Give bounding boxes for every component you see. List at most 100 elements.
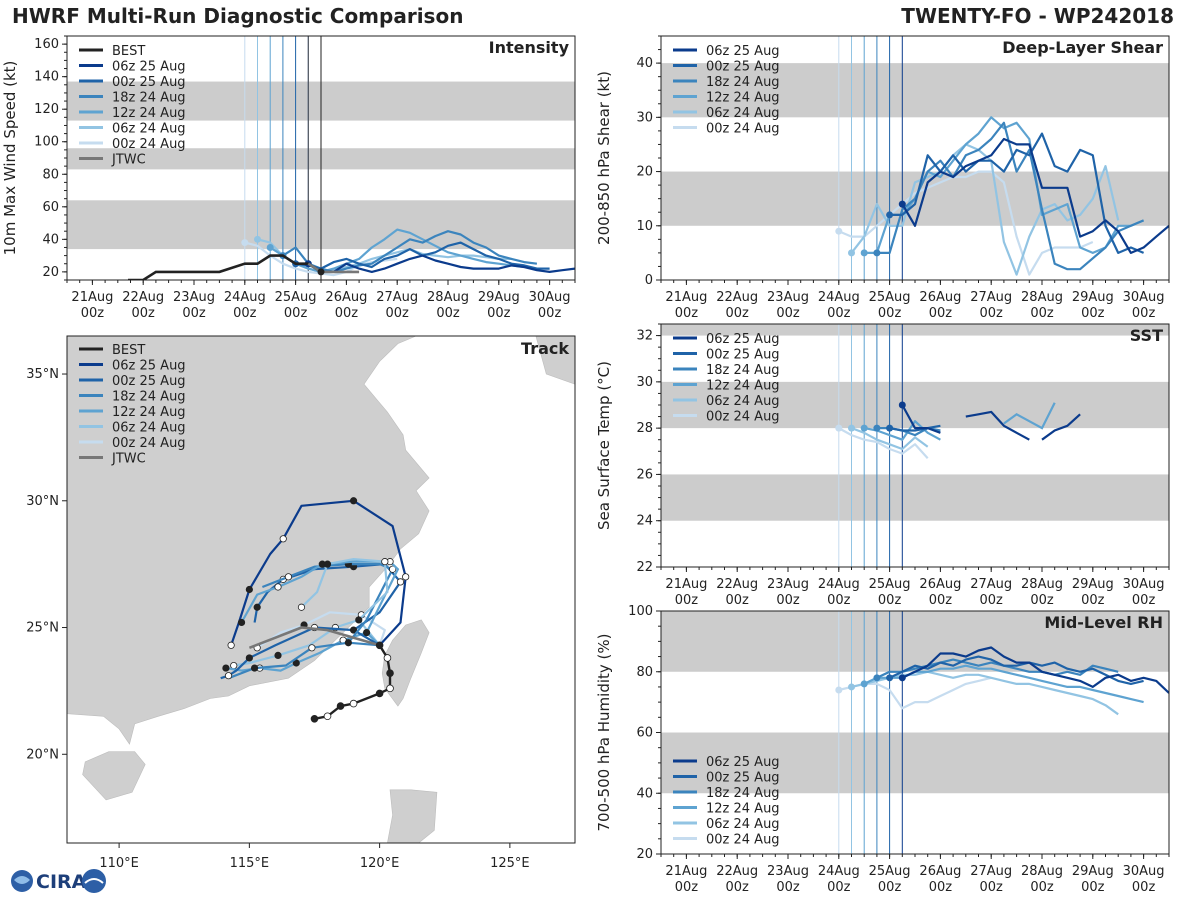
sst-panel: 22242628303221Aug00z22Aug00z23Aug00z24Au…	[595, 323, 1170, 608]
track-point-marker	[237, 618, 246, 627]
x-tick-label-date: 27Aug	[970, 577, 1012, 592]
x-tick-label-hour: 00z	[675, 593, 699, 608]
plot-area	[835, 116, 1169, 276]
shaded-band	[661, 63, 1169, 118]
series-start-marker	[848, 249, 855, 257]
track-point-marker	[349, 626, 358, 634]
lon-tick-label: 110°E	[99, 856, 139, 871]
legend-label: 06z 25 Aug	[112, 60, 186, 75]
series-start-marker	[873, 249, 881, 257]
lat-tick-label: 20°N	[26, 747, 59, 762]
track-point-marker	[396, 578, 405, 586]
x-tick-label-date: 21Aug	[665, 577, 707, 592]
panel-title: Track	[521, 339, 569, 358]
series-line-06z-25-aug	[901, 404, 1030, 441]
series-start-marker	[898, 401, 906, 409]
best-track-marker	[375, 641, 384, 650]
best-track-marker	[336, 702, 345, 710]
x-tick-label-date: 28Aug	[427, 290, 469, 305]
track-point-marker	[250, 664, 259, 672]
lon-tick-label: 115°E	[230, 856, 270, 871]
y-tick-label: 26	[636, 467, 653, 482]
x-tick-label-date: 22Aug	[716, 577, 758, 592]
forecast-track-loop	[261, 563, 395, 644]
y-tick-label: 100	[34, 135, 59, 150]
jtwc-line	[307, 262, 360, 274]
y-tick-label: 22	[636, 560, 653, 575]
best-current-marker	[317, 268, 325, 276]
x-tick-label-date: 25Aug	[869, 577, 911, 592]
panel-title: SST	[1130, 326, 1163, 345]
best-track-marker	[375, 689, 384, 698]
x-tick-label-hour: 00z	[776, 306, 800, 321]
legend-label: 12z 24 Aug	[706, 379, 780, 394]
series-line-segment	[1003, 402, 1056, 430]
series-line-00z-25-aug	[889, 132, 1145, 254]
forecast-track-loop	[253, 562, 402, 632]
plot-area	[128, 228, 575, 280]
y-tick-label: 30	[636, 375, 653, 390]
y-tick-label: 28	[636, 421, 653, 436]
panel-title: Mid-Level RH	[1044, 613, 1163, 632]
y-tick-label: 100	[628, 604, 653, 619]
legend-label: 00z 24 Aug	[706, 833, 780, 848]
series-line-06z-24-aug	[851, 427, 929, 451]
series-start-marker	[254, 235, 261, 243]
map-area	[67, 336, 575, 843]
cira-logo: CIRA	[11, 869, 106, 893]
jtwc-track	[248, 626, 380, 650]
x-tick-label-hour: 00z	[1081, 593, 1105, 608]
x-tick-label-hour: 00z	[929, 593, 953, 608]
series-start-marker	[848, 424, 855, 432]
x-tick-label-hour: 00z	[878, 593, 902, 608]
legend-label: 12z 24 Aug	[112, 405, 186, 420]
legend-label: 00z 25 Aug	[112, 75, 186, 90]
y-tick-label: 20	[42, 265, 59, 280]
y-tick-label: 24	[636, 514, 653, 529]
plot-area	[835, 401, 1081, 459]
track-point-marker	[292, 659, 300, 667]
series-start-marker	[848, 683, 855, 691]
x-tick-label-date: 22Aug	[716, 290, 758, 305]
x-tick-label-hour: 00z	[233, 306, 257, 321]
track-point-marker	[362, 628, 371, 637]
x-tick-label-hour: 00z	[776, 593, 800, 608]
series-start-marker	[898, 200, 906, 208]
best-track-marker	[386, 669, 394, 677]
track-point-marker	[224, 672, 233, 680]
x-tick-label-hour: 00z	[827, 306, 851, 321]
x-tick-label-hour: 00z	[929, 880, 953, 895]
cira-swirl-icon	[14, 876, 30, 884]
y-axis-label: 10m Max Wind Speed (kt)	[1, 61, 19, 256]
legend-label: 06z 25 Aug	[706, 755, 780, 770]
x-tick-label-date: 22Aug	[716, 864, 758, 879]
track-point-marker	[253, 603, 261, 611]
x-tick-label-hour: 00z	[1030, 306, 1054, 321]
x-tick-label-date: 26Aug	[325, 290, 367, 305]
y-tick-label: 32	[636, 329, 653, 344]
x-tick-label-date: 29Aug	[1072, 290, 1114, 305]
best-track-marker	[310, 714, 319, 723]
series-start-marker	[835, 227, 843, 235]
x-tick-label-hour: 00z	[1081, 880, 1105, 895]
legend-label: 00z 25 Aug	[706, 60, 780, 75]
y-tick-label: 60	[42, 200, 59, 215]
legend-label: 12z 24 Aug	[706, 802, 780, 817]
legend-label: 06z 24 Aug	[112, 122, 186, 137]
x-tick-label-hour: 00z	[386, 306, 410, 321]
x-tick-label-date: 28Aug	[1021, 577, 1063, 592]
legend-label: 06z 24 Aug	[112, 421, 186, 436]
y-axis-label: Sea Surface Temp (°C)	[595, 361, 613, 530]
shaded-band	[661, 732, 1169, 794]
x-tick-label-hour: 00z	[776, 880, 800, 895]
y-tick-label: 80	[42, 167, 59, 182]
legend-label: 06z 24 Aug	[706, 817, 780, 832]
x-tick-label-hour: 00z	[81, 306, 105, 321]
mainland	[67, 336, 575, 745]
track-point-marker	[274, 651, 282, 660]
legend-label: BEST	[112, 343, 145, 358]
series-line-06z-25-aug	[901, 137, 1169, 254]
